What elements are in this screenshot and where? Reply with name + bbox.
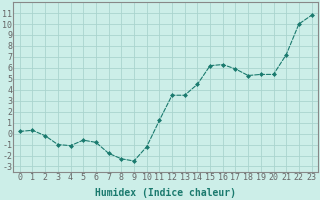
X-axis label: Humidex (Indice chaleur): Humidex (Indice chaleur): [95, 188, 236, 198]
